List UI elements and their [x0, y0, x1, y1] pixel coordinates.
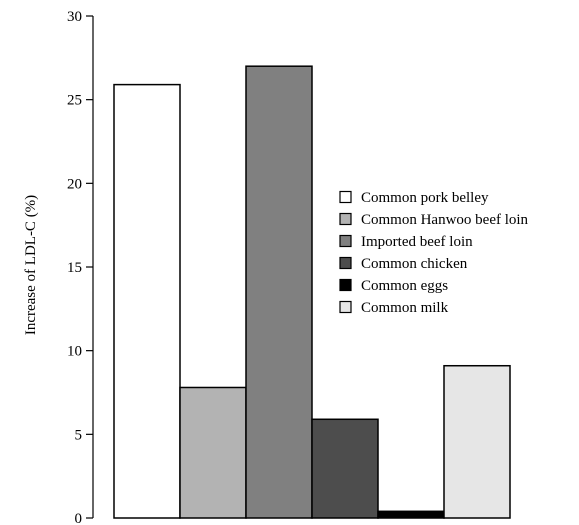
y-tick-label: 30	[67, 9, 82, 25]
bars	[113, 65, 511, 519]
legend-label-2: Common Hanwoo beef loin	[361, 212, 529, 228]
legend-swatch-4	[339, 256, 352, 270]
y-axis-label: Increase of LDL-C (%)	[23, 195, 39, 335]
legend-label-1: Common pork belley	[361, 190, 489, 206]
bar-6	[443, 364, 511, 519]
legend-swatch-2	[339, 212, 352, 226]
y-tick-label: 10	[67, 344, 82, 360]
y-tick-label: 20	[67, 176, 82, 192]
legend-label-3: Imported beef loin	[361, 234, 473, 250]
legend-label-5: Common eggs	[361, 278, 448, 294]
legend-label-6: Common milk	[361, 300, 449, 316]
bar-4	[311, 418, 379, 519]
legend-label-4: Common chicken	[361, 256, 468, 272]
y-tick-label: 0	[75, 511, 83, 525]
y-axis: 0 5 10 15 20 25 30	[67, 9, 94, 525]
y-tick-label: 25	[67, 93, 82, 109]
legend: Common pork belley Common Hanwoo beef loi…	[339, 190, 529, 316]
bar-1	[113, 83, 181, 519]
y-tick-label: 15	[67, 260, 82, 276]
legend-swatch-5	[339, 278, 352, 292]
bar-2	[179, 386, 247, 519]
legend-swatch-3	[339, 234, 352, 248]
legend-swatch-6	[339, 300, 352, 314]
bar-3	[245, 65, 313, 519]
legend-swatch-1	[339, 190, 352, 204]
y-tick-label: 5	[75, 427, 83, 443]
bar-5	[377, 510, 445, 519]
